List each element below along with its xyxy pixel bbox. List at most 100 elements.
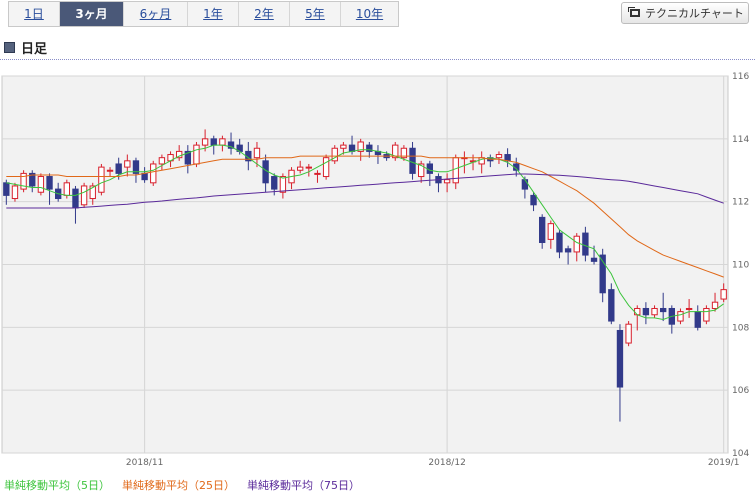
section-header: 日足 — [4, 38, 47, 57]
candlestick-chart: 104 106 108 110 112 114 116 2018/11 2018/12 2019/… — [1, 72, 749, 468]
candle-body — [193, 144, 200, 165]
tab-5y[interactable]: 5年 — [290, 2, 341, 26]
candle-body — [642, 307, 650, 316]
window-icon — [628, 7, 640, 17]
y-tick-label: 106 — [732, 386, 749, 396]
candle-body — [348, 144, 356, 152]
candle-body — [132, 160, 140, 174]
candle-body — [599, 254, 606, 294]
y-tick-label: 104 — [732, 449, 749, 459]
candle-body — [392, 144, 399, 159]
candle-body — [400, 147, 408, 159]
candle-body — [305, 166, 313, 169]
candle-body — [3, 182, 10, 196]
tab-10y[interactable]: 10年 — [355, 7, 384, 21]
tab-3m[interactable]: 3ヶ月 — [60, 2, 124, 26]
candle-body — [443, 179, 451, 184]
legend-ma25: 単純移動平均（25日） — [122, 479, 235, 492]
x-tick-label: 2018/12 — [428, 458, 465, 468]
candle-body — [651, 307, 658, 316]
ma25-line — [6, 155, 724, 278]
candle-body — [158, 157, 166, 165]
candle-body — [556, 232, 563, 253]
section-title: 日足 — [21, 42, 48, 57]
candle-body — [504, 154, 511, 162]
candle-body — [703, 307, 710, 322]
candle-body — [322, 157, 330, 178]
candle-body — [590, 257, 598, 262]
candle-body — [20, 172, 27, 190]
square-icon — [4, 42, 15, 53]
candle-body — [720, 289, 727, 300]
candle-body — [29, 172, 36, 187]
technical-chart-label: テクニカルチャート — [645, 7, 744, 20]
candle-body — [253, 147, 261, 159]
candle-body — [201, 138, 209, 146]
candle-body — [11, 185, 19, 200]
candle-body — [634, 307, 641, 316]
candle-body — [616, 329, 624, 388]
candle-body — [625, 323, 632, 344]
candle-body — [150, 163, 157, 184]
candle-body — [89, 185, 96, 200]
candle-body — [538, 216, 546, 244]
ma5-line — [6, 144, 724, 321]
candle-body — [573, 235, 580, 253]
y-tick-label: 108 — [732, 323, 749, 333]
candle-body — [547, 223, 555, 240]
candle-body — [452, 157, 459, 184]
candle-body — [659, 307, 667, 313]
technical-chart-button[interactable]: テクニカルチャート — [621, 2, 749, 24]
candle-body — [366, 144, 373, 152]
candle-body — [357, 141, 364, 152]
candle-body — [141, 172, 148, 181]
candle-body — [115, 163, 122, 174]
candle-body — [685, 307, 693, 310]
candle-body — [210, 138, 217, 146]
tab-1y[interactable]: 1年 — [188, 2, 239, 26]
legend-ma5: 単純移動平均（5日） — [4, 479, 110, 492]
candle-body — [175, 150, 183, 159]
tab-2y[interactable]: 2年 — [239, 2, 290, 26]
y-tick-label: 110 — [732, 261, 749, 271]
x-tick-label: 2018/11 — [126, 458, 163, 468]
candle-body — [98, 166, 105, 193]
tab-1d[interactable]: 1日 — [9, 2, 60, 26]
candle-body — [426, 163, 434, 174]
legend-ma75: 単純移動平均（75日） — [247, 479, 360, 492]
candle-body — [296, 166, 304, 171]
x-tick-label: 2019/1 — [708, 458, 740, 468]
candle-body — [63, 182, 71, 196]
candle-body — [340, 144, 347, 149]
candle-body — [409, 147, 416, 174]
candle-body — [106, 169, 114, 172]
tab-6m[interactable]: 6ヶ月 — [124, 2, 188, 26]
candle-body — [564, 248, 572, 253]
candle-body — [677, 311, 684, 322]
candle-body — [694, 311, 701, 328]
period-tabs: 1日 3ヶ月 6ヶ月 1年 2年 5年 10年 — [8, 1, 399, 27]
candle-body — [582, 232, 589, 256]
candle-body — [219, 138, 226, 146]
candle-body — [495, 154, 503, 159]
candle-body — [37, 176, 45, 193]
candle-body — [271, 176, 278, 190]
legend: 単純移動平均（5日） 単純移動平均（25日） 単純移動平均（75日） — [4, 477, 372, 493]
candle-body — [184, 150, 192, 165]
candle-body — [314, 172, 321, 175]
ma75-line — [6, 173, 724, 209]
candle-body — [72, 188, 79, 209]
separator — [0, 59, 755, 60]
y-tick-label: 114 — [732, 135, 749, 145]
candle-body — [46, 176, 53, 190]
y-tick-label: 112 — [732, 198, 749, 208]
candle-body — [80, 185, 88, 206]
candle-body — [711, 301, 719, 309]
candle-body — [124, 160, 131, 168]
candle-body — [608, 289, 615, 322]
candle-body — [227, 141, 235, 149]
candle-body — [331, 147, 338, 162]
candle-body — [521, 179, 529, 190]
candle-body — [530, 194, 537, 206]
y-tick-label: 116 — [732, 72, 749, 82]
